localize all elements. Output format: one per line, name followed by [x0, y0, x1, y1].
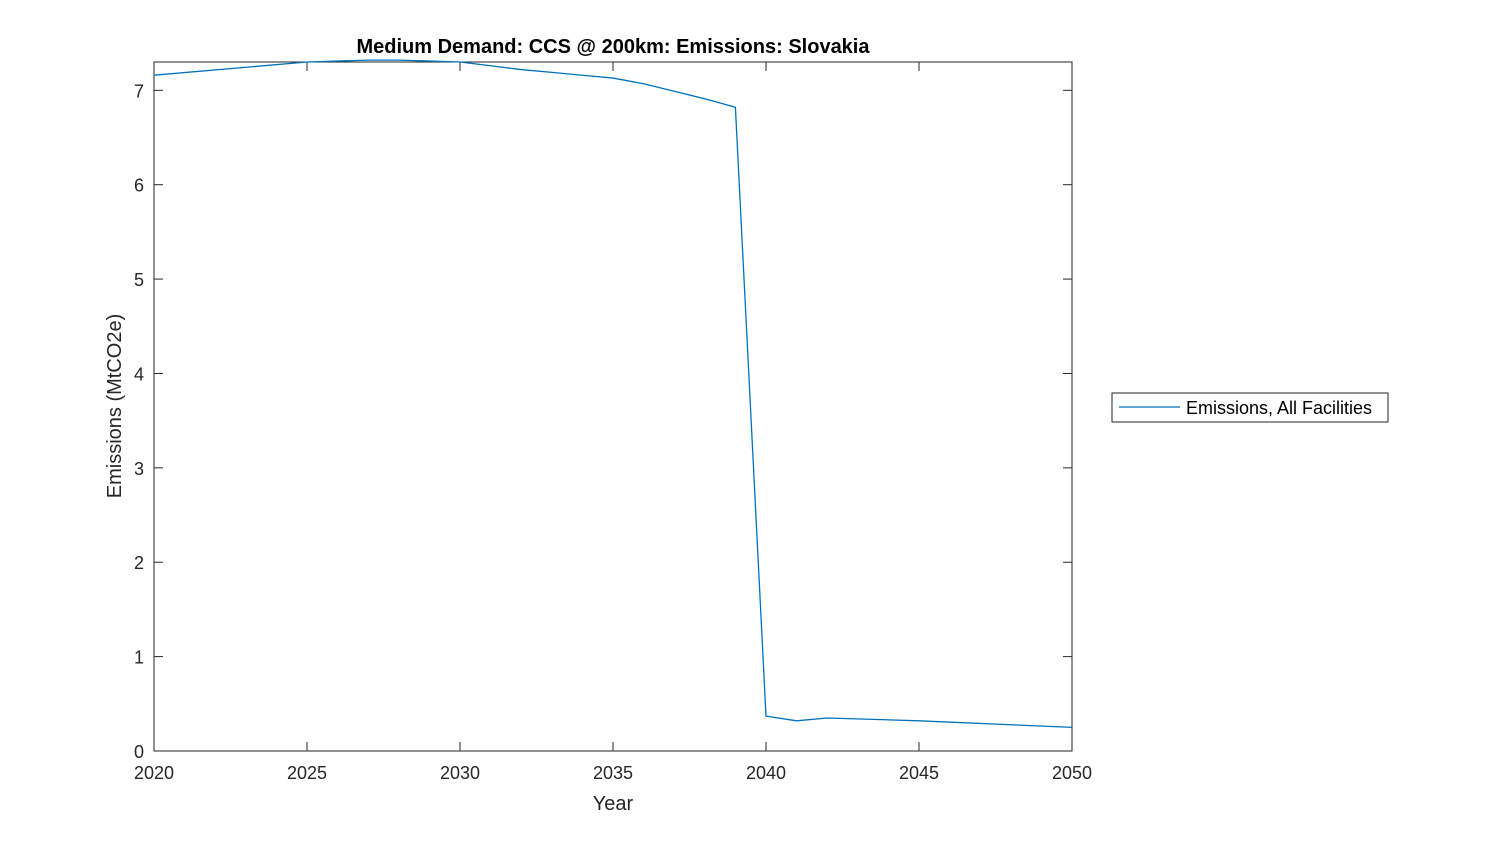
- y-axis: 0 1 2 3 4 5 6 7: [134, 81, 1072, 762]
- x-tick-label: 2045: [899, 763, 939, 783]
- series-line-emissions: [153, 59, 1073, 729]
- y-axis-label: Emissions (MtCO2e): [104, 314, 126, 498]
- x-tick-label: 2025: [287, 763, 327, 783]
- y-tick-label: 1: [134, 648, 144, 668]
- legend-entry-label: Emissions, All Facilities: [1186, 398, 1372, 418]
- y-tick-label: 3: [134, 459, 144, 479]
- x-axis-label: Year: [593, 793, 634, 815]
- y-tick-label: 4: [134, 364, 144, 384]
- x-tick-label: 2050: [1052, 763, 1092, 783]
- x-tick-label: 2035: [593, 763, 633, 783]
- y-tick-label: 6: [134, 176, 144, 196]
- y-tick-label: 7: [134, 81, 144, 101]
- y-tick-label: 0: [134, 742, 144, 762]
- x-tick-label: 2040: [746, 763, 786, 783]
- x-tick-label: 2030: [440, 763, 480, 783]
- plot-area: [153, 61, 1073, 752]
- x-axis: 2020 2025 2030 2035 2040 2045 2050: [134, 62, 1092, 783]
- axes-box: [153, 61, 1073, 752]
- legend: Emissions, All Facilities: [1111, 392, 1389, 423]
- y-tick-label: 5: [134, 270, 144, 290]
- y-tick-label: 2: [134, 553, 144, 573]
- x-tick-label: 2020: [134, 763, 174, 783]
- chart-title: Medium Demand: CCS @ 200km: Emissions: S…: [357, 36, 871, 58]
- series-layer: [153, 59, 1073, 729]
